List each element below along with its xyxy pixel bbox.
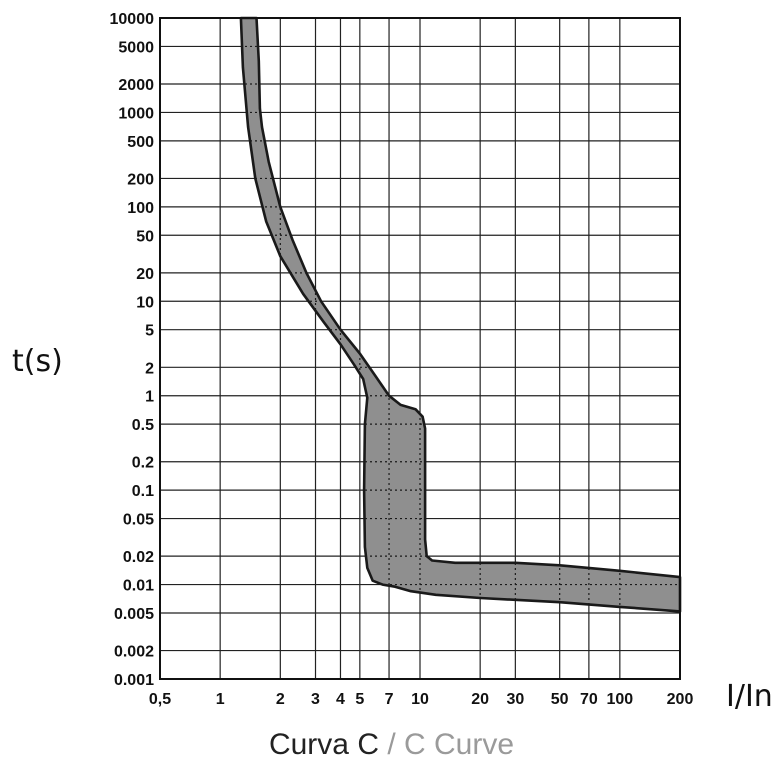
x-tick-label: 200 bbox=[667, 691, 694, 708]
y-tick-label: 1000 bbox=[118, 105, 154, 122]
y-tick-label: 0.01 bbox=[123, 578, 154, 595]
y-tick-label: 0.002 bbox=[114, 644, 154, 661]
x-tick-label: 10 bbox=[411, 691, 429, 708]
y-tick-label: 0.001 bbox=[114, 672, 154, 689]
x-tick-label: 50 bbox=[551, 691, 569, 708]
y-tick-label: 0.005 bbox=[114, 606, 154, 623]
x-tick-label: 2 bbox=[276, 691, 285, 708]
x-tick-label: 1 bbox=[216, 691, 225, 708]
frame-layer bbox=[159, 17, 681, 680]
x-tick-label: 70 bbox=[580, 691, 598, 708]
caption-separator: / bbox=[387, 728, 396, 761]
y-tick-label: 0.02 bbox=[123, 549, 154, 566]
x-axis-label: I/In bbox=[726, 679, 773, 714]
chart-caption: Curva C / C Curve bbox=[0, 728, 783, 762]
x-tick-label: 100 bbox=[606, 691, 633, 708]
y-tick-label: 100 bbox=[127, 200, 154, 217]
y-tick-label: 0.5 bbox=[132, 417, 154, 434]
y-tick-label: 200 bbox=[127, 171, 154, 188]
x-tick-label: 20 bbox=[471, 691, 489, 708]
trip-curve-chart: 10000 5000 2000 1000 500 200 100 50 20 10 5 2 1 0.5 0.… bbox=[12, 11, 773, 714]
y-tick-label: 2 bbox=[145, 360, 154, 377]
y-tick-labels: 10000 5000 2000 1000 500 200 100 50 20 10 5 2 1 0.5 0.… bbox=[110, 11, 155, 689]
caption-sub: C Curve bbox=[404, 728, 515, 761]
y-tick-label: 0.1 bbox=[132, 483, 154, 500]
x-tick-label: 5 bbox=[355, 691, 364, 708]
y-axis-label: t(s) bbox=[12, 344, 63, 379]
x-tick-label: 4 bbox=[336, 691, 345, 708]
x-tick-label: 30 bbox=[506, 691, 524, 708]
y-tick-label: 5 bbox=[145, 323, 154, 340]
y-tick-label: 50 bbox=[136, 228, 154, 245]
x-tick-label: 0,5 bbox=[149, 691, 171, 708]
plot-frame bbox=[159, 17, 681, 680]
y-tick-label: 0.2 bbox=[132, 455, 154, 472]
y-tick-label: 20 bbox=[136, 266, 154, 283]
y-tick-label: 10000 bbox=[110, 11, 155, 28]
y-tick-label: 0.05 bbox=[123, 512, 154, 529]
x-tick-label: 3 bbox=[311, 691, 320, 708]
y-tick-label: 500 bbox=[127, 134, 154, 151]
caption-main: Curva C bbox=[268, 728, 379, 761]
x-tick-labels: 0,5 1 2 3 4 5 7 10 20 30 50 70 100 200 bbox=[149, 691, 694, 708]
y-tick-label: 10 bbox=[136, 294, 154, 311]
x-tick-label: 7 bbox=[385, 691, 394, 708]
y-tick-label: 2000 bbox=[118, 77, 154, 94]
y-tick-label: 5000 bbox=[118, 39, 154, 56]
y-tick-label: 1 bbox=[145, 389, 154, 406]
